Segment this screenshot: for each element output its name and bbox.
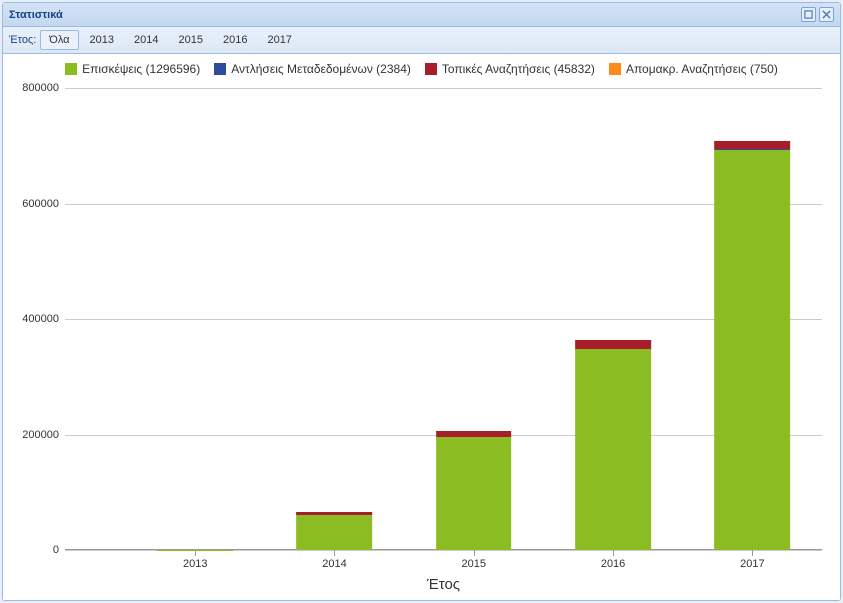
year-tab-2013[interactable]: 2013 — [81, 30, 123, 50]
year-tab-2017[interactable]: 2017 — [258, 30, 300, 50]
bar-2015[interactable] — [436, 431, 512, 550]
legend-item[interactable]: Επισκέψεις (1296596) — [65, 62, 200, 76]
xtick-label: 2017 — [740, 558, 764, 570]
stats-window: Στατιστικά Έτος: Όλα20132014201520162017… — [2, 2, 841, 601]
legend-label: Επισκέψεις (1296596) — [82, 62, 200, 76]
legend-item[interactable]: Τοπικές Αναζητήσεις (45832) — [425, 62, 595, 76]
xtick-label: 2014 — [322, 558, 346, 570]
chart-legend: Επισκέψεις (1296596) Αντλήσεις Μεταδεδομέ… — [13, 62, 830, 76]
legend-label: Τοπικές Αναζητήσεις (45832) — [442, 62, 595, 76]
legend-label: Αντλήσεις Μεταδεδομένων (2384) — [231, 62, 411, 76]
xtick — [195, 550, 196, 556]
window-title: Στατιστικά — [9, 9, 63, 21]
bar-segment — [436, 437, 512, 550]
ytick-label: 400000 — [22, 313, 65, 325]
year-label: Έτος: — [9, 34, 36, 46]
window-titlebar: Στατιστικά — [3, 3, 840, 27]
year-tab-2015[interactable]: 2015 — [169, 30, 211, 50]
legend-item[interactable]: Αντλήσεις Μεταδεδομένων (2384) — [214, 62, 411, 76]
gridline — [65, 550, 822, 551]
xtick-label: 2016 — [601, 558, 625, 570]
bar-segment — [715, 150, 791, 550]
bar-2017[interactable] — [715, 141, 791, 550]
legend-swatch — [425, 63, 437, 75]
year-tabs: Όλα20132014201520162017 — [40, 30, 303, 50]
xtick — [334, 550, 335, 556]
ytick-label: 800000 — [22, 82, 65, 94]
legend-swatch — [609, 63, 621, 75]
ytick-label: 200000 — [22, 429, 65, 441]
close-icon[interactable] — [819, 7, 834, 22]
xtick — [752, 550, 753, 556]
plot-container: 0200000400000600000800000201320142015201… — [65, 88, 822, 550]
ytick-label: 600000 — [22, 198, 65, 210]
bar-segment — [297, 515, 373, 550]
year-toolbar: Έτος: Όλα20132014201520162017 — [3, 27, 840, 54]
ytick-label: 0 — [53, 544, 65, 556]
bar-segment — [575, 340, 651, 349]
bar-2014[interactable] — [297, 512, 373, 550]
year-tab-Όλα[interactable]: Όλα — [40, 30, 78, 50]
x-axis-title: Έτος — [65, 576, 822, 593]
gridline — [65, 204, 822, 205]
legend-label: Απομακρ. Αναζητήσεις (750) — [626, 62, 778, 76]
xtick — [613, 550, 614, 556]
year-tab-2016[interactable]: 2016 — [214, 30, 256, 50]
bar-2016[interactable] — [575, 340, 651, 550]
legend-swatch — [214, 63, 226, 75]
bar-segment — [715, 141, 791, 149]
chart-area: Επισκέψεις (1296596) Αντλήσεις Μεταδεδομέ… — [3, 54, 840, 600]
xtick — [474, 550, 475, 556]
bar-segment — [575, 349, 651, 550]
xtick-label: 2013 — [183, 558, 207, 570]
legend-item[interactable]: Απομακρ. Αναζητήσεις (750) — [609, 62, 778, 76]
gridline — [65, 319, 822, 320]
legend-swatch — [65, 63, 77, 75]
gridline — [65, 88, 822, 89]
xtick-label: 2015 — [462, 558, 486, 570]
maximize-icon[interactable] — [801, 7, 816, 22]
year-tab-2014[interactable]: 2014 — [125, 30, 167, 50]
plot: 0200000400000600000800000201320142015201… — [65, 88, 822, 550]
